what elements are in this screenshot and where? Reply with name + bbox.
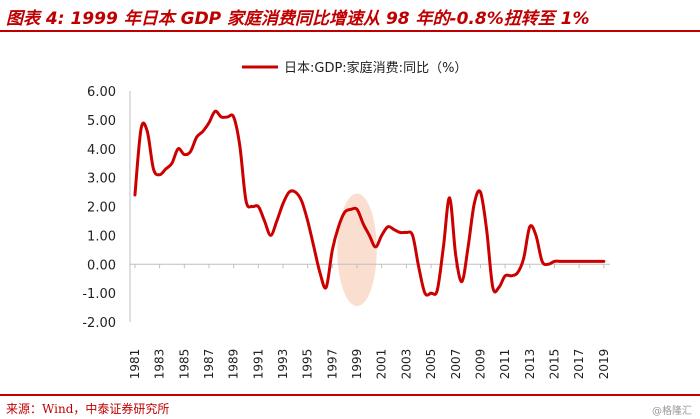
figure-title: 图表 4: 1999 年日本 GDP 家庭消费同比增速从 98 年的-0.8%扭… [6, 4, 590, 29]
footer: 来源：Wind，中泰证券研究所 @格隆汇 [0, 394, 700, 419]
legend: 日本:GDP:家庭消费:同比（%） [242, 60, 467, 76]
y-tick-label: 0.00 [87, 258, 116, 273]
legend-label: 日本:GDP:家庭消费:同比（%） [284, 60, 467, 76]
y-tick-label: -1.00 [82, 287, 116, 302]
x-tick-label: 2007 [449, 349, 463, 380]
watermark: @格隆汇 [652, 402, 692, 417]
x-tick-label: 1995 [301, 349, 315, 380]
x-tick-label: 2015 [547, 349, 561, 380]
y-axis: 6.00 5.00 4.00 3.00 2.00 1.00 0.00 -1.00 -2.00 [82, 85, 116, 331]
x-tick-label: 1989 [227, 349, 241, 380]
x-tick-label: 1999 [350, 349, 364, 380]
x-tick-label: 2013 [523, 349, 537, 380]
y-tick-label: -2.00 [82, 316, 116, 331]
y-tick-label: 5.00 [87, 114, 116, 129]
x-tick-label: 2019 [597, 349, 611, 380]
source-note: 来源：Wind，中泰证券研究所 [6, 400, 169, 417]
x-tick-label: 1985 [177, 349, 191, 380]
y-tick-label: 6.00 [87, 85, 116, 100]
x-tick-label: 2009 [473, 349, 487, 380]
x-tick-label: 1991 [251, 349, 265, 380]
x-tick-label: 1997 [325, 349, 339, 380]
x-tick-label: 2005 [424, 349, 438, 380]
y-tick-label: 1.00 [87, 229, 116, 244]
x-tick-label: 1993 [276, 349, 290, 380]
x-tick-label: 2017 [572, 349, 586, 380]
line-chart: 日本:GDP:家庭消费:同比（%） 6.00 5.00 4.00 3.00 2.00 1.… [0, 30, 700, 394]
x-tick-label: 2011 [498, 349, 512, 380]
x-tick-label: 1983 [153, 349, 167, 380]
x-tick-label: 2003 [399, 349, 413, 380]
x-tick-label: 1987 [202, 349, 216, 380]
title-bar: 图表 4: 1999 年日本 GDP 家庭消费同比增速从 98 年的-0.8%扭… [0, 0, 700, 32]
y-tick-label: 3.00 [87, 172, 116, 187]
y-tick-label: 4.00 [87, 143, 116, 158]
x-tick-label: 2001 [375, 349, 389, 380]
x-tick-label: 1981 [128, 349, 142, 380]
y-tick-label: 2.00 [87, 201, 116, 216]
